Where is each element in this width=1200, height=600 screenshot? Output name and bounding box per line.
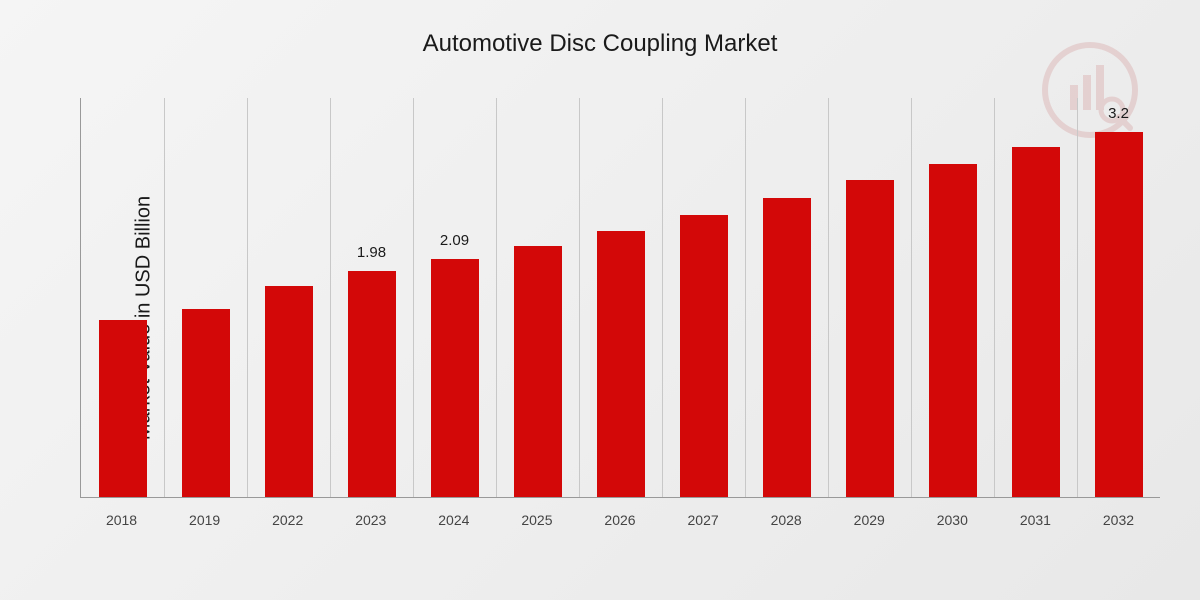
bar-wrapper bbox=[579, 98, 662, 497]
bar-wrapper bbox=[164, 98, 247, 497]
x-axis-label: 2023 bbox=[329, 512, 412, 528]
bar bbox=[680, 215, 728, 497]
x-axis-label: 2028 bbox=[745, 512, 828, 528]
bar bbox=[597, 231, 645, 497]
x-axis-label: 2031 bbox=[994, 512, 1077, 528]
bar-wrapper: 1.98 bbox=[330, 98, 413, 497]
x-axis-label: 2024 bbox=[412, 512, 495, 528]
bar bbox=[763, 198, 811, 497]
chart-container: Market Value in USD Billion 1.982.093.2 … bbox=[60, 78, 1160, 558]
bar-wrapper bbox=[994, 98, 1077, 497]
bar-value-label: 2.09 bbox=[440, 232, 469, 249]
bar-wrapper bbox=[81, 98, 164, 497]
bar bbox=[431, 259, 479, 497]
bar-value-label: 3.2 bbox=[1108, 105, 1129, 122]
x-axis-label: 2018 bbox=[80, 512, 163, 528]
bar bbox=[1012, 147, 1060, 497]
chart-title: Automotive Disc Coupling Market bbox=[0, 0, 1200, 78]
bar bbox=[348, 271, 396, 497]
bar-wrapper bbox=[662, 98, 745, 497]
plot-area: 1.98 2.09 3.2 bbox=[80, 98, 1160, 498]
bar-wrapper bbox=[911, 98, 994, 497]
bar bbox=[265, 286, 313, 497]
x-axis-label: 2032 bbox=[1077, 512, 1160, 528]
bar-wrapper: 2.09 bbox=[413, 98, 496, 497]
bar bbox=[846, 180, 894, 497]
x-axis-label: 2022 bbox=[246, 512, 329, 528]
bar bbox=[1095, 132, 1143, 497]
bar-value-label: 1.98 bbox=[357, 244, 386, 261]
bar bbox=[182, 309, 230, 497]
x-axis-label: 2026 bbox=[578, 512, 661, 528]
bar-wrapper: 3.2 bbox=[1077, 98, 1160, 497]
x-axis-label: 2025 bbox=[495, 512, 578, 528]
x-axis-label: 2029 bbox=[828, 512, 911, 528]
bar bbox=[929, 164, 977, 497]
bar-wrapper bbox=[496, 98, 579, 497]
bar-wrapper bbox=[828, 98, 911, 497]
x-axis-label: 2027 bbox=[662, 512, 745, 528]
x-axis-label: 2030 bbox=[911, 512, 994, 528]
bar-wrapper bbox=[745, 98, 828, 497]
x-axis-label: 2019 bbox=[163, 512, 246, 528]
x-axis-labels: 2018201920222023202420252026202720282029… bbox=[80, 512, 1160, 528]
bar bbox=[514, 246, 562, 497]
bars-container: 1.98 2.09 3.2 bbox=[81, 98, 1160, 497]
bar-wrapper bbox=[247, 98, 330, 497]
bar bbox=[99, 320, 147, 497]
